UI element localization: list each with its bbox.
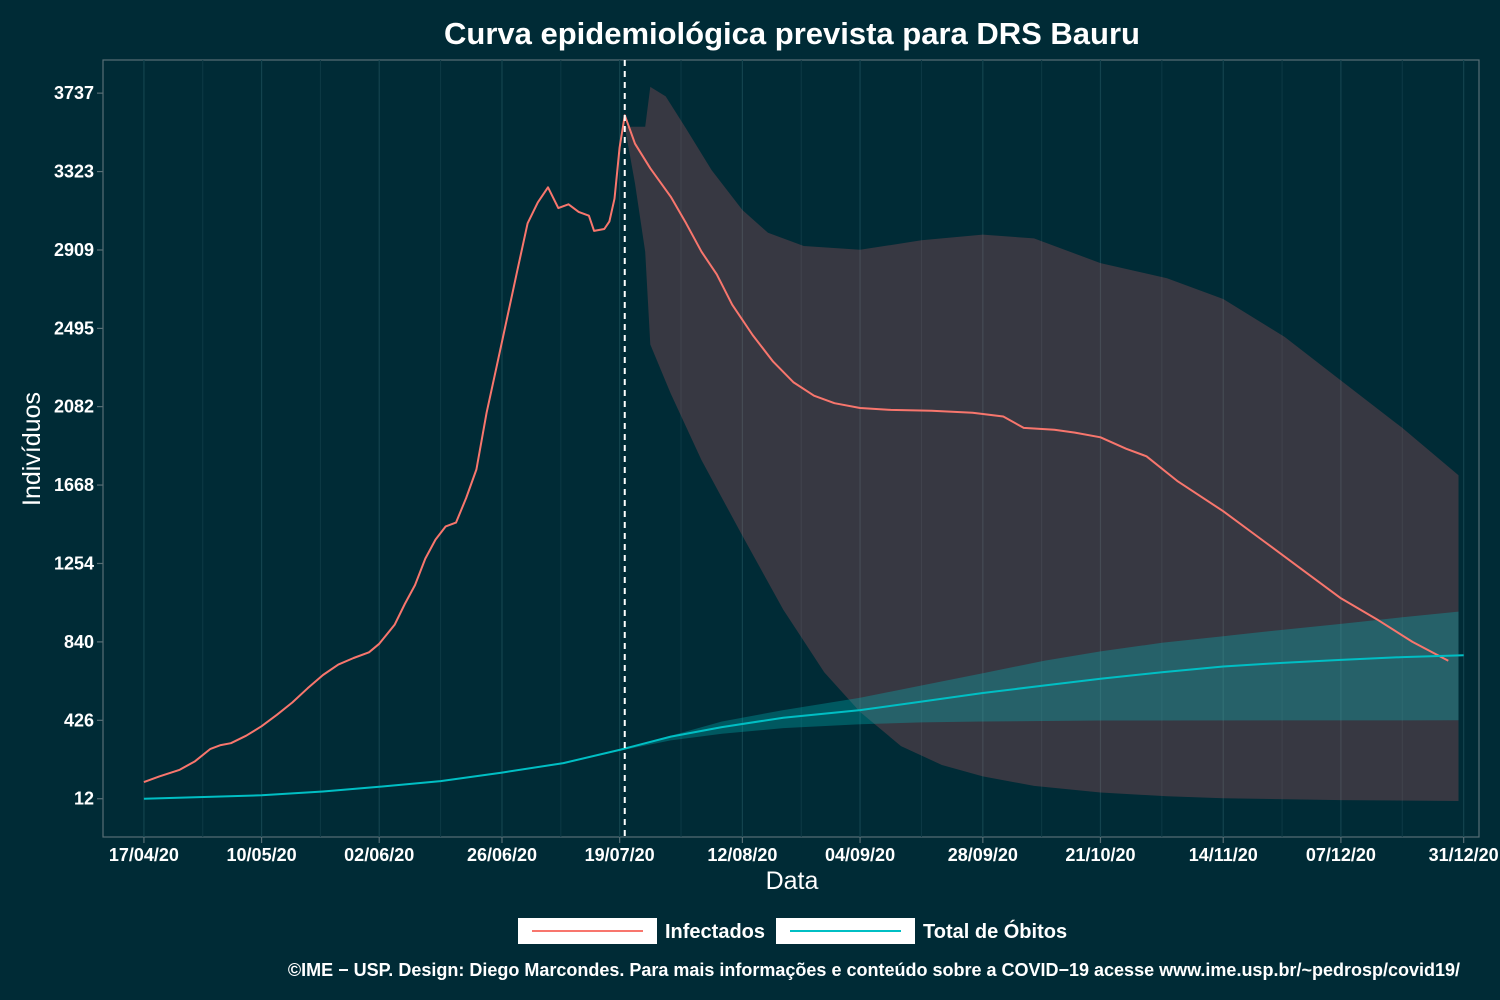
grid-lines bbox=[143, 60, 1465, 837]
x-axis-title: Data bbox=[766, 867, 819, 895]
x-tick-label: 26/06/20 bbox=[467, 845, 537, 865]
line-obitos bbox=[143, 654, 1464, 800]
band-obitos bbox=[619, 611, 1459, 751]
x-tick-label: 14/11/20 bbox=[1189, 845, 1258, 865]
x-tick-label: 31/12/20 bbox=[1429, 845, 1499, 865]
series-lines bbox=[143, 114, 1464, 800]
x-tick-label: 21/10/20 bbox=[1065, 845, 1135, 865]
y-tick-label: 1668 bbox=[54, 475, 94, 495]
y-tick-label: 2495 bbox=[54, 318, 94, 338]
y-tick-label: 840 bbox=[64, 632, 94, 652]
y-tick-label: 3323 bbox=[54, 162, 94, 182]
y-tick-label: 2082 bbox=[54, 397, 94, 417]
legend-label-infectados: Infectados bbox=[665, 921, 765, 943]
x-tick-label: 07/12/20 bbox=[1306, 845, 1376, 865]
x-tick-label: 04/09/20 bbox=[825, 845, 895, 865]
plot-area bbox=[102, 59, 1480, 838]
x-tick-label: 12/08/20 bbox=[707, 845, 777, 865]
y-axis-title: Indivíduos bbox=[18, 392, 46, 506]
line-infectados bbox=[143, 114, 1449, 784]
legend-label-obitos: Total de Óbitos bbox=[923, 919, 1067, 943]
y-tick-label: 3737 bbox=[54, 83, 94, 103]
chart-title: Curva epidemiológica prevista para DRS B… bbox=[444, 16, 1140, 51]
x-tick-label: 02/06/20 bbox=[344, 845, 414, 865]
y-axis: 12 426 840 1254 1668 2082 2495 2909 3323 3737 bbox=[54, 83, 103, 809]
x-tick-label: 28/09/20 bbox=[948, 845, 1018, 865]
confidence-bands bbox=[619, 86, 1459, 801]
caption: ©IME − USP. Design: Diego Marcondes. Par… bbox=[288, 960, 1460, 980]
x-tick-label: 19/07/20 bbox=[585, 845, 655, 865]
x-tick-label: 10/05/20 bbox=[227, 845, 297, 865]
y-tick-label: 12 bbox=[74, 789, 94, 809]
y-tick-label: 426 bbox=[64, 710, 94, 730]
y-tick-label: 1254 bbox=[54, 553, 94, 573]
x-tick-label: 17/04/20 bbox=[109, 845, 179, 865]
band-infectados bbox=[624, 86, 1459, 801]
legend: Infectados Total de Óbitos bbox=[518, 918, 1067, 944]
plot-panel bbox=[102, 59, 1480, 838]
x-axis: 17/04/20 10/05/20 02/06/20 26/06/20 19/07/20… bbox=[109, 837, 1499, 865]
y-tick-label: 2909 bbox=[54, 240, 94, 260]
